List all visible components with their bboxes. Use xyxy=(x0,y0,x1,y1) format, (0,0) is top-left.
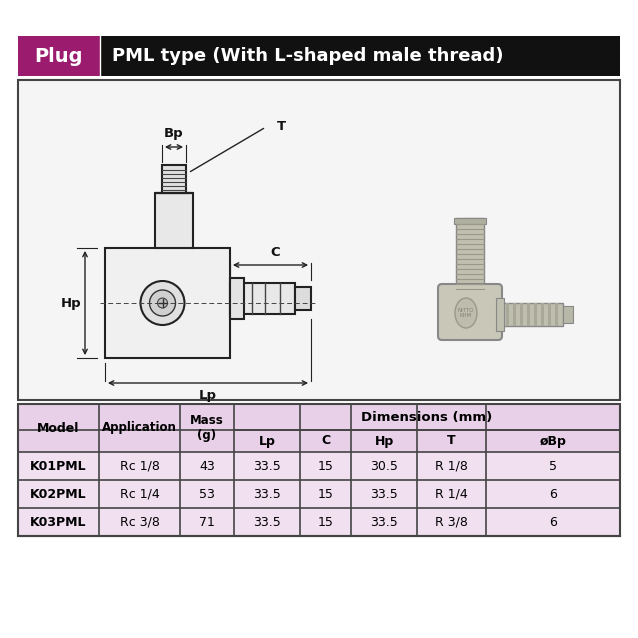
Bar xyxy=(513,303,516,326)
Text: 15: 15 xyxy=(318,516,334,528)
Text: C: C xyxy=(321,434,330,447)
Bar xyxy=(18,430,620,452)
Bar xyxy=(18,404,620,536)
Text: 53: 53 xyxy=(199,487,215,500)
Bar xyxy=(456,218,484,293)
Bar xyxy=(541,303,544,326)
Text: K01PML: K01PML xyxy=(30,459,87,473)
Text: 15: 15 xyxy=(318,487,334,500)
Text: K02PML: K02PML xyxy=(30,487,87,500)
Text: 33.5: 33.5 xyxy=(370,516,398,528)
Bar xyxy=(155,193,193,248)
Text: 6: 6 xyxy=(549,487,557,500)
Text: R 1/8: R 1/8 xyxy=(435,459,468,473)
Text: NITTO
KHM: NITTO KHM xyxy=(458,308,474,318)
Bar xyxy=(18,36,620,76)
Bar xyxy=(18,508,620,536)
Circle shape xyxy=(149,290,175,316)
Text: 33.5: 33.5 xyxy=(253,516,281,528)
Text: 5: 5 xyxy=(549,459,557,473)
Text: 6: 6 xyxy=(549,516,557,528)
Text: T: T xyxy=(277,121,286,133)
Bar xyxy=(555,303,558,326)
Text: 33.5: 33.5 xyxy=(370,487,398,500)
Text: Rc 1/4: Rc 1/4 xyxy=(120,487,160,500)
Text: T: T xyxy=(447,434,456,447)
Text: 71: 71 xyxy=(199,516,215,528)
Text: Hp: Hp xyxy=(61,297,81,309)
Text: R 1/4: R 1/4 xyxy=(435,487,468,500)
Text: 33.5: 33.5 xyxy=(253,487,281,500)
Text: PML type (With L-shaped male thread): PML type (With L-shaped male thread) xyxy=(112,47,503,65)
Bar xyxy=(18,80,620,400)
Bar xyxy=(162,165,186,193)
Text: Hp: Hp xyxy=(375,434,394,447)
Text: Bp: Bp xyxy=(164,128,184,140)
Bar xyxy=(527,303,530,326)
Bar xyxy=(18,452,620,480)
Bar xyxy=(454,218,486,224)
Text: Rc 3/8: Rc 3/8 xyxy=(119,516,160,528)
Text: Lp: Lp xyxy=(199,390,217,403)
Bar xyxy=(18,404,620,430)
Text: 33.5: 33.5 xyxy=(253,459,281,473)
FancyBboxPatch shape xyxy=(438,284,502,340)
Text: Application: Application xyxy=(102,422,177,434)
Ellipse shape xyxy=(455,298,477,328)
Bar xyxy=(230,278,244,319)
Bar xyxy=(563,306,573,323)
Text: Dimensions (mm): Dimensions (mm) xyxy=(361,410,493,424)
Text: Rc 1/8: Rc 1/8 xyxy=(119,459,160,473)
Text: Mass
(g): Mass (g) xyxy=(190,414,224,442)
Bar xyxy=(548,303,551,326)
Text: Model: Model xyxy=(37,422,80,434)
Bar xyxy=(295,287,311,310)
Bar xyxy=(105,248,230,358)
Bar xyxy=(18,36,100,76)
Bar xyxy=(498,303,563,326)
Text: øBp: øBp xyxy=(540,434,567,447)
Bar xyxy=(520,303,523,326)
Text: 43: 43 xyxy=(199,459,215,473)
Text: Plug: Plug xyxy=(34,47,83,66)
Text: R 3/8: R 3/8 xyxy=(435,516,468,528)
Text: 30.5: 30.5 xyxy=(370,459,398,473)
Bar xyxy=(230,283,295,314)
Circle shape xyxy=(158,298,168,308)
Bar xyxy=(506,303,509,326)
Text: C: C xyxy=(271,246,280,260)
Bar xyxy=(18,480,620,508)
Text: Lp: Lp xyxy=(258,434,276,447)
Bar xyxy=(534,303,537,326)
Text: K03PML: K03PML xyxy=(30,516,87,528)
Text: 15: 15 xyxy=(318,459,334,473)
Bar xyxy=(496,298,504,331)
Circle shape xyxy=(140,281,184,325)
